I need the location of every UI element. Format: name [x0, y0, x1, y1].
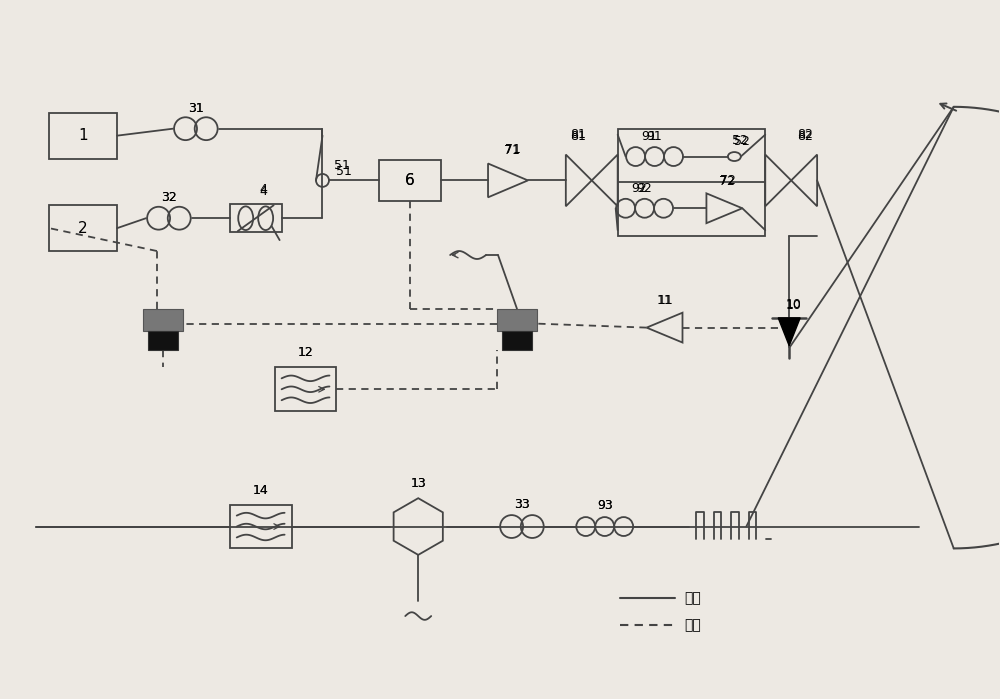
- Text: 14: 14: [253, 484, 269, 497]
- Text: 11: 11: [658, 294, 673, 307]
- Text: 4: 4: [260, 183, 268, 196]
- Bar: [230, 204, 282, 232]
- Text: 82: 82: [797, 128, 813, 140]
- Text: 10: 10: [785, 298, 801, 311]
- Text: 6: 6: [405, 173, 415, 188]
- Text: 33: 33: [514, 498, 530, 511]
- Text: 32: 32: [161, 192, 177, 204]
- Text: 72: 72: [720, 174, 736, 187]
- Text: 72: 72: [719, 175, 735, 188]
- Text: 81: 81: [570, 129, 586, 143]
- Text: 14: 14: [253, 484, 269, 497]
- Polygon shape: [778, 318, 800, 346]
- Bar: [502, 331, 532, 350]
- Text: 71: 71: [504, 143, 520, 157]
- Text: 51: 51: [336, 166, 352, 178]
- Text: 2: 2: [78, 221, 88, 236]
- Text: 12: 12: [298, 347, 313, 359]
- Text: 52: 52: [732, 134, 748, 147]
- Text: 光路: 光路: [684, 591, 701, 605]
- Bar: [143, 309, 183, 331]
- Text: 1: 1: [78, 128, 88, 143]
- Text: 92: 92: [632, 182, 647, 195]
- Text: 10: 10: [785, 298, 801, 312]
- Text: 12: 12: [298, 347, 313, 359]
- Bar: [230, 505, 292, 549]
- Text: 91: 91: [642, 129, 657, 143]
- Text: 93: 93: [597, 498, 613, 512]
- Bar: [275, 368, 336, 411]
- Text: 33: 33: [514, 498, 530, 511]
- Text: 31: 31: [188, 102, 204, 115]
- Text: 91: 91: [647, 129, 662, 143]
- Text: 6: 6: [405, 173, 415, 188]
- Bar: [49, 113, 117, 159]
- Text: 电路: 电路: [684, 618, 701, 632]
- Bar: [49, 206, 117, 251]
- Text: 4: 4: [260, 185, 268, 199]
- Text: 32: 32: [161, 192, 177, 204]
- Text: 82: 82: [797, 129, 813, 143]
- Text: 71: 71: [505, 143, 521, 156]
- Text: 51: 51: [334, 159, 350, 173]
- Text: 13: 13: [410, 477, 426, 490]
- Bar: [379, 159, 441, 201]
- Text: 11: 11: [657, 294, 672, 307]
- Text: 92: 92: [637, 182, 652, 195]
- Text: 13: 13: [410, 477, 426, 490]
- Bar: [618, 129, 765, 236]
- Text: 52: 52: [734, 135, 750, 147]
- Bar: [148, 331, 178, 350]
- Bar: [497, 309, 537, 331]
- Text: 93: 93: [597, 498, 613, 512]
- Text: 81: 81: [570, 128, 586, 140]
- Text: 31: 31: [188, 102, 204, 115]
